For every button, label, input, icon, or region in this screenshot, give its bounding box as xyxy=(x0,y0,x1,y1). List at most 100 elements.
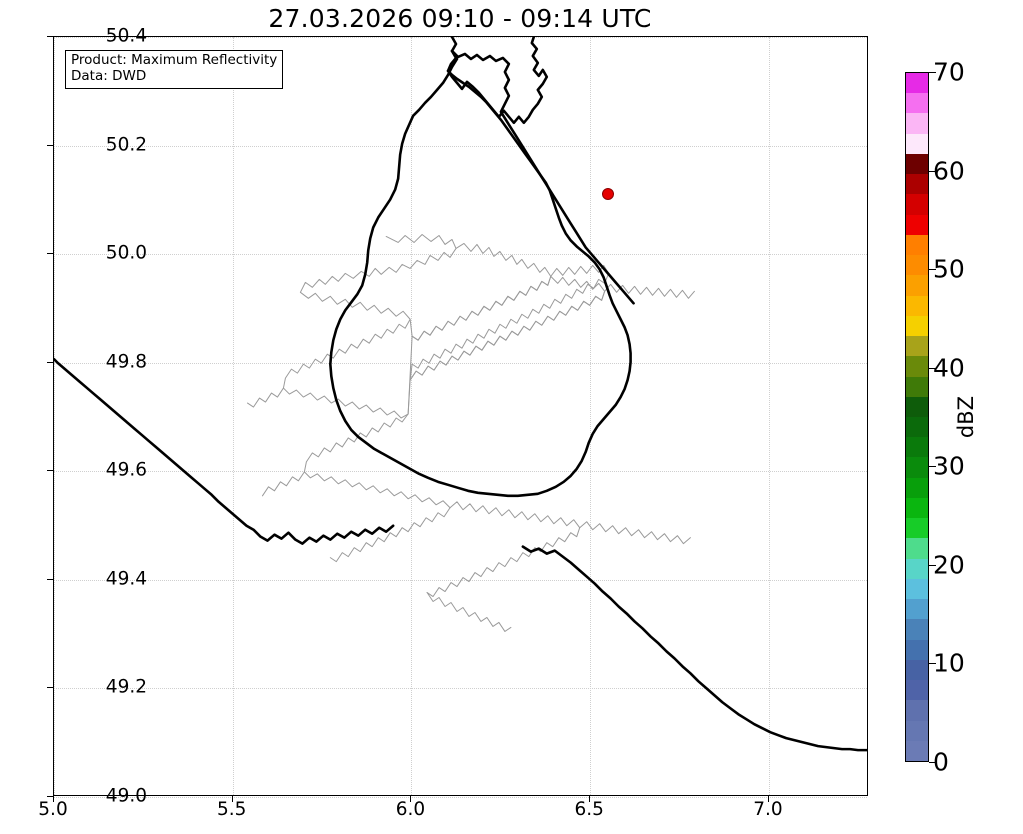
colorbar-tick-label: 30 xyxy=(933,451,965,481)
colorbar-band xyxy=(906,457,928,478)
x-axis-tick-label: 6.5 xyxy=(574,799,604,820)
page-title: 27.03.2026 09:10 - 09:14 UTC xyxy=(268,4,652,33)
colorbar-band xyxy=(906,214,928,235)
colorbar-tick-label: 70 xyxy=(933,57,965,87)
colorbar-band xyxy=(906,93,928,114)
info-data-line: Data: DWD xyxy=(71,67,147,84)
colorbar-tick-mark xyxy=(929,269,936,271)
y-axis-tick-mark xyxy=(47,470,53,472)
colorbar-tick-mark xyxy=(929,367,936,369)
gridline-horizontal xyxy=(54,579,867,581)
radar-map-plot[interactable]: Product: Maximum Reflectivity Data: DWD xyxy=(53,36,868,798)
colorbar-tick-mark xyxy=(929,663,936,665)
y-axis-tick-mark xyxy=(47,796,53,797)
x-axis-tick-mark xyxy=(410,796,412,802)
gridline-vertical xyxy=(54,37,55,795)
x-axis-tick-label: 6.0 xyxy=(395,799,426,820)
colorbar-band xyxy=(906,113,928,134)
gridline-vertical xyxy=(768,37,770,795)
x-axis-tick-mark xyxy=(589,796,591,802)
y-axis-tick-mark xyxy=(47,687,53,689)
colorbar-band xyxy=(906,700,928,721)
y-axis-tick-label: 50.2 xyxy=(105,134,147,156)
gridline-horizontal xyxy=(54,471,867,473)
colorbar-band xyxy=(906,619,928,640)
colorbar-band xyxy=(906,356,928,377)
colorbar-band xyxy=(906,558,928,579)
colorbar[interactable] xyxy=(905,72,929,762)
colorbar-band xyxy=(906,133,928,154)
colorbar-tick-label: 20 xyxy=(933,550,965,580)
colorbar-label: dBZ xyxy=(954,395,978,439)
gridline-vertical xyxy=(232,37,234,795)
admin-boundaries xyxy=(247,233,695,632)
gridline-horizontal xyxy=(54,688,867,690)
y-axis-tick-mark xyxy=(47,253,53,255)
colorbar-band xyxy=(906,497,928,519)
colorbar-band xyxy=(906,639,928,660)
colorbar-band xyxy=(906,396,928,417)
gridline-horizontal xyxy=(54,37,867,38)
colorbar-band xyxy=(906,578,928,600)
info-product-line: Product: Maximum Reflectivity xyxy=(71,52,278,68)
gridline-horizontal xyxy=(54,362,867,364)
y-axis-tick-label: 49.6 xyxy=(105,459,147,481)
y-axis-tick-mark xyxy=(47,578,53,580)
colorbar-tick-mark xyxy=(929,466,936,468)
y-axis-tick-mark xyxy=(47,144,53,146)
y-axis-tick-label: 49.2 xyxy=(105,676,147,698)
colorbar-tick-label: 0 xyxy=(933,747,949,777)
colorbar-band xyxy=(906,174,928,195)
x-axis-tick-mark xyxy=(231,796,233,802)
gridline-horizontal xyxy=(54,254,867,256)
colorbar-tick-mark xyxy=(929,762,936,763)
colorbar-tick-mark xyxy=(929,564,936,566)
colorbar-band xyxy=(906,295,928,316)
colorbar-band xyxy=(906,720,928,741)
y-axis-tick-mark xyxy=(47,361,53,363)
y-axis-tick-label: 49.8 xyxy=(105,351,147,373)
colorbar-tick-mark xyxy=(929,170,936,172)
colorbar-tick-label: 40 xyxy=(933,353,965,383)
colorbar-band xyxy=(906,275,928,296)
colorbar-band xyxy=(906,336,928,357)
x-axis-tick-label: 5.5 xyxy=(217,799,247,820)
colorbar-band xyxy=(906,740,928,761)
colorbar-band xyxy=(906,73,928,94)
gridline-vertical xyxy=(411,37,413,795)
gridline-horizontal xyxy=(54,145,867,147)
y-axis-tick-label: 50.0 xyxy=(105,242,147,264)
product-info-box: Product: Maximum Reflectivity Data: DWD xyxy=(65,50,284,89)
x-axis-tick-label: 7.0 xyxy=(753,799,783,820)
colorbar-tick-label: 10 xyxy=(933,648,965,678)
y-axis-tick-label: 49.4 xyxy=(105,568,147,590)
colorbar-band xyxy=(906,376,928,397)
colorbar-band xyxy=(906,194,928,215)
gridline-vertical xyxy=(590,37,592,795)
colorbar-tick-label: 60 xyxy=(933,156,965,186)
y-axis-tick-label: 49.0 xyxy=(105,785,147,807)
colorbar-band xyxy=(906,153,928,175)
gridline-horizontal xyxy=(54,797,867,798)
colorbar-band xyxy=(906,234,928,256)
colorbar-band xyxy=(906,416,928,438)
colorbar-band xyxy=(906,599,928,620)
colorbar-tick-mark xyxy=(929,72,936,73)
map-geography-layer xyxy=(54,37,867,752)
x-axis-tick-label: 5.0 xyxy=(38,799,68,820)
y-axis-tick-label: 50.4 xyxy=(105,25,147,47)
colorbar-band xyxy=(906,255,928,276)
country-borders xyxy=(54,37,867,752)
colorbar-band xyxy=(906,659,928,681)
colorbar-band xyxy=(906,437,928,458)
colorbar-band xyxy=(906,538,928,559)
colorbar-band xyxy=(906,315,928,337)
radar-site-marker[interactable] xyxy=(602,188,615,201)
x-axis-tick-mark xyxy=(53,796,54,802)
colorbar-tick-label: 50 xyxy=(933,254,965,284)
y-axis-tick-mark xyxy=(47,36,53,37)
colorbar-band xyxy=(906,518,928,539)
x-axis-tick-mark xyxy=(767,796,769,802)
colorbar-band xyxy=(906,477,928,498)
colorbar-band xyxy=(906,680,928,701)
